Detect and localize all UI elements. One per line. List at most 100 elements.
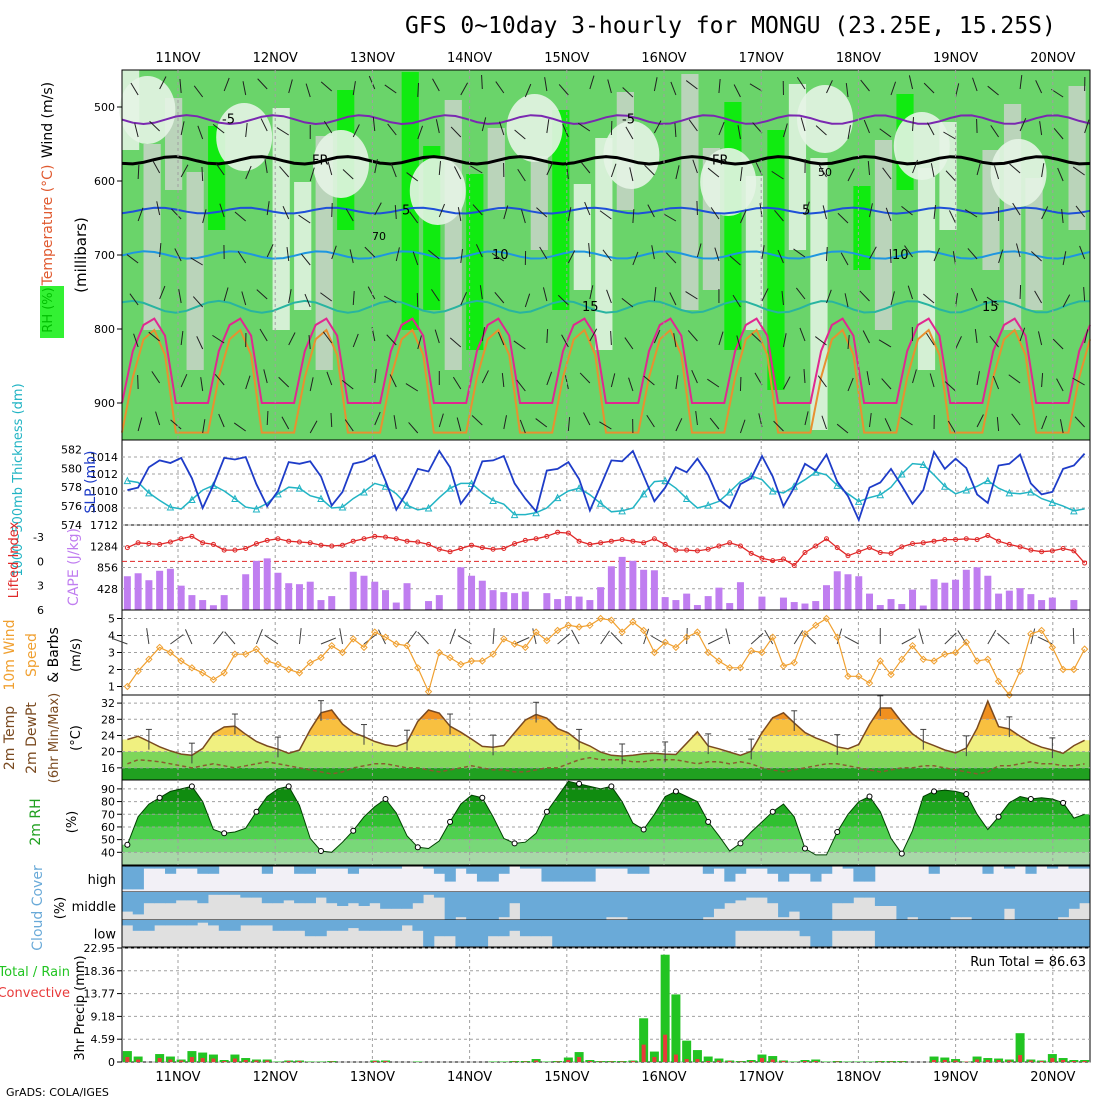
temp-tick-label: 20 — [101, 746, 115, 759]
rh-dry-patch — [409, 157, 466, 225]
cloud-bar — [702, 866, 714, 874]
wind-barb — [341, 379, 354, 390]
thickness-point — [510, 510, 519, 519]
lifted-index-tick-label: -3 — [33, 531, 44, 544]
wind-barb — [196, 336, 204, 350]
wind-barb — [190, 257, 203, 266]
cape-bar — [919, 605, 927, 610]
wind-barb — [675, 375, 679, 390]
wind-barb — [718, 79, 721, 94]
cape-bar — [650, 570, 658, 610]
wind-barb — [260, 118, 268, 132]
rh-shading-column — [595, 138, 613, 350]
wind-speed-point — [435, 648, 443, 657]
temp-tick-label: 16 — [101, 762, 115, 775]
cloud-bar — [476, 920, 489, 947]
thickness-point — [919, 460, 928, 469]
precip-axis-title: 3hr Precip (mm) — [73, 955, 88, 1060]
cloud-bar — [476, 892, 489, 920]
wind-10m-barb — [339, 628, 343, 645]
thickness-tick-label: 580 — [61, 462, 82, 475]
total-precip-bar — [929, 1056, 939, 1062]
rh-shading-column — [315, 136, 333, 370]
cape-axis-title: CAPE (J/kg) — [66, 528, 82, 606]
wind-barb — [1053, 127, 1064, 140]
lifted-index-point — [877, 550, 883, 556]
cape-bar — [597, 587, 605, 610]
wind-barb — [279, 166, 290, 178]
wind-barb — [479, 285, 483, 300]
wind-barb — [202, 419, 206, 434]
slp-tick-label: 1010 — [90, 485, 118, 498]
lifted-index-point — [867, 545, 873, 551]
convective-precip-bar — [942, 1060, 947, 1062]
wind-barb — [901, 205, 913, 216]
convective-precip-bar — [383, 1061, 388, 1062]
wind-barb — [352, 290, 355, 306]
wind-barb — [1059, 419, 1064, 434]
cloud-bar — [562, 920, 575, 947]
wind-barb — [245, 123, 248, 138]
cloud-bar — [702, 892, 714, 918]
rh-shading-column — [530, 156, 548, 250]
cape-bar — [586, 600, 594, 610]
wind-barb — [610, 330, 612, 346]
cloud-bar — [283, 892, 295, 901]
thickness-point — [553, 493, 562, 502]
cloud-bar — [530, 920, 542, 937]
cloud-bar — [1003, 920, 1016, 947]
wind-barb — [739, 210, 747, 224]
wind-barb — [152, 160, 161, 174]
wind-speed-point — [704, 648, 712, 657]
pressure-tick-label: 900 — [94, 397, 115, 410]
lifted-index-point — [608, 538, 614, 544]
cloud-cover-unit: (%) — [53, 897, 68, 920]
cloud-bar — [842, 920, 854, 931]
wind-barb — [1031, 251, 1042, 262]
wind-barb — [821, 415, 827, 430]
cloud-bar — [1079, 892, 1091, 904]
wind-barb — [948, 210, 957, 224]
lifted-index-axis-title: Lifted Index — [7, 521, 22, 598]
wind-speed-point — [919, 655, 927, 664]
cloud-bar — [519, 866, 532, 869]
cloud-bar — [143, 866, 155, 869]
cape-bar — [1027, 594, 1035, 610]
temperature-contour-label: 10 — [492, 248, 509, 263]
temperature-axis-unit: (°C) — [69, 725, 84, 751]
cloud-bar — [724, 892, 736, 904]
cape-bar — [295, 584, 303, 610]
thickness-axis-title: 1000~500mb Thickness (dm) — [11, 383, 26, 576]
wind-tick-label: 3 — [108, 647, 115, 660]
wind-10m-barb — [1072, 627, 1075, 645]
cloud-bar — [337, 892, 349, 906]
cloud-bar — [530, 866, 542, 869]
rh-band — [122, 788, 1090, 802]
cloud-bar — [165, 866, 177, 874]
thickness-point — [768, 486, 777, 495]
top-date-label: 19NOV — [933, 51, 978, 66]
cloud-bar — [864, 920, 876, 931]
cloud-bar — [487, 920, 499, 937]
lifted-index-point — [823, 536, 829, 542]
rh-2m-title: 2m RH — [28, 798, 44, 845]
wind-barb — [599, 210, 612, 220]
cloud-bar — [261, 892, 273, 904]
cloud-bar — [433, 866, 446, 874]
cloud-bar — [1068, 866, 1080, 869]
rh-shading-column — [1068, 86, 1086, 230]
thickness-point — [338, 502, 347, 511]
cape-bar — [640, 569, 648, 610]
rh-point — [156, 794, 163, 801]
wind-barb — [1011, 413, 1021, 426]
wind-barb — [900, 416, 913, 426]
cloud-bar — [294, 920, 306, 931]
wind-barb — [457, 207, 462, 222]
rh-shading-column — [143, 144, 161, 330]
wind-barb — [514, 129, 526, 140]
wind-barb — [137, 417, 143, 432]
cloud-bar — [165, 920, 177, 926]
cloud-bar — [315, 892, 327, 898]
wind-barb — [481, 370, 489, 384]
cloud-bar — [423, 892, 435, 895]
